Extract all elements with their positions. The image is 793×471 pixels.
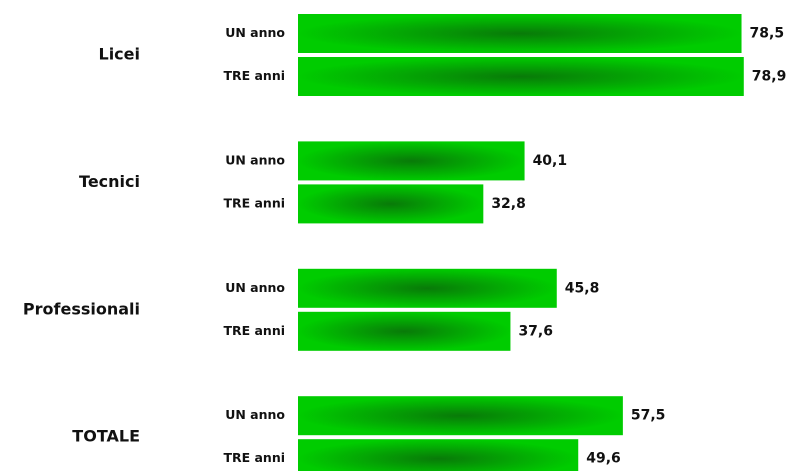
series-label: TRE anni [223, 450, 285, 465]
bar [298, 184, 484, 224]
value-label: 78,9 [752, 69, 787, 85]
series-label: UN anno [225, 25, 285, 40]
value-label: 37,6 [518, 323, 553, 339]
category-label: Licei [99, 45, 141, 64]
bar [298, 396, 623, 436]
series-label: TRE anni [223, 68, 285, 83]
bar [298, 311, 511, 351]
bar [298, 268, 557, 308]
bar [298, 14, 742, 53]
series-label: TRE anni [223, 323, 285, 338]
series-label: UN anno [225, 280, 285, 295]
bar [298, 439, 579, 471]
category-label: Tecnici [79, 172, 140, 191]
category-label: TOTALE [72, 427, 140, 446]
series-label: TRE anni [223, 195, 285, 210]
series-label: UN anno [225, 407, 285, 422]
category-label: Professionali [23, 299, 140, 318]
value-label: 45,8 [565, 280, 600, 296]
value-label: 32,8 [491, 196, 526, 212]
value-label: 49,6 [586, 451, 621, 467]
series-label: UN anno [225, 152, 285, 167]
bar [298, 57, 744, 96]
value-label: 78,5 [750, 26, 785, 42]
bar [298, 141, 525, 181]
value-label: 40,1 [533, 153, 568, 169]
value-label: 57,5 [631, 408, 666, 424]
